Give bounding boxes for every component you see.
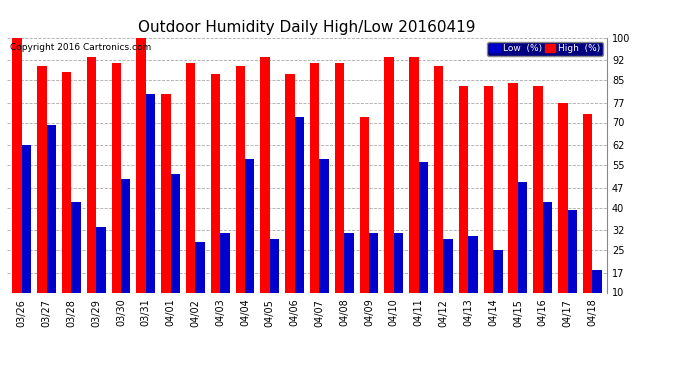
Bar bbox=[186, 63, 195, 292]
Bar bbox=[96, 227, 106, 292]
Bar bbox=[220, 233, 230, 292]
Bar bbox=[161, 94, 170, 292]
Bar bbox=[62, 72, 71, 292]
Bar bbox=[344, 233, 354, 292]
Bar bbox=[37, 66, 47, 292]
Bar bbox=[583, 114, 592, 292]
Bar bbox=[235, 66, 245, 292]
Bar bbox=[484, 86, 493, 292]
Bar bbox=[310, 63, 319, 292]
Bar bbox=[359, 117, 369, 292]
Bar bbox=[419, 162, 428, 292]
Bar bbox=[394, 233, 403, 292]
Bar bbox=[295, 117, 304, 292]
Bar bbox=[558, 103, 567, 292]
Bar bbox=[409, 57, 419, 292]
Bar bbox=[434, 66, 444, 292]
Bar bbox=[518, 182, 527, 292]
Bar bbox=[71, 202, 81, 292]
Bar bbox=[112, 63, 121, 292]
Bar bbox=[509, 83, 518, 292]
Bar bbox=[245, 159, 255, 292]
Bar bbox=[459, 86, 469, 292]
Bar bbox=[170, 174, 180, 292]
Bar bbox=[493, 250, 502, 292]
Bar bbox=[469, 236, 477, 292]
Bar bbox=[444, 238, 453, 292]
Bar bbox=[285, 74, 295, 292]
Text: Copyright 2016 Cartronics.com: Copyright 2016 Cartronics.com bbox=[10, 43, 151, 52]
Title: Outdoor Humidity Daily High/Low 20160419: Outdoor Humidity Daily High/Low 20160419 bbox=[138, 20, 476, 35]
Bar bbox=[211, 74, 220, 292]
Bar bbox=[137, 38, 146, 292]
Bar bbox=[260, 57, 270, 292]
Legend: Low  (%), High  (%): Low (%), High (%) bbox=[487, 42, 602, 56]
Bar bbox=[47, 125, 56, 292]
Bar bbox=[592, 270, 602, 292]
Bar bbox=[121, 179, 130, 292]
Bar bbox=[543, 202, 552, 292]
Bar bbox=[22, 145, 31, 292]
Bar bbox=[146, 94, 155, 292]
Bar bbox=[384, 57, 394, 292]
Bar bbox=[270, 238, 279, 292]
Bar bbox=[87, 57, 96, 292]
Bar bbox=[335, 63, 344, 292]
Bar bbox=[195, 242, 205, 292]
Bar bbox=[319, 159, 329, 292]
Bar bbox=[369, 233, 379, 292]
Bar bbox=[567, 210, 577, 292]
Bar bbox=[533, 86, 543, 292]
Bar bbox=[12, 38, 22, 292]
